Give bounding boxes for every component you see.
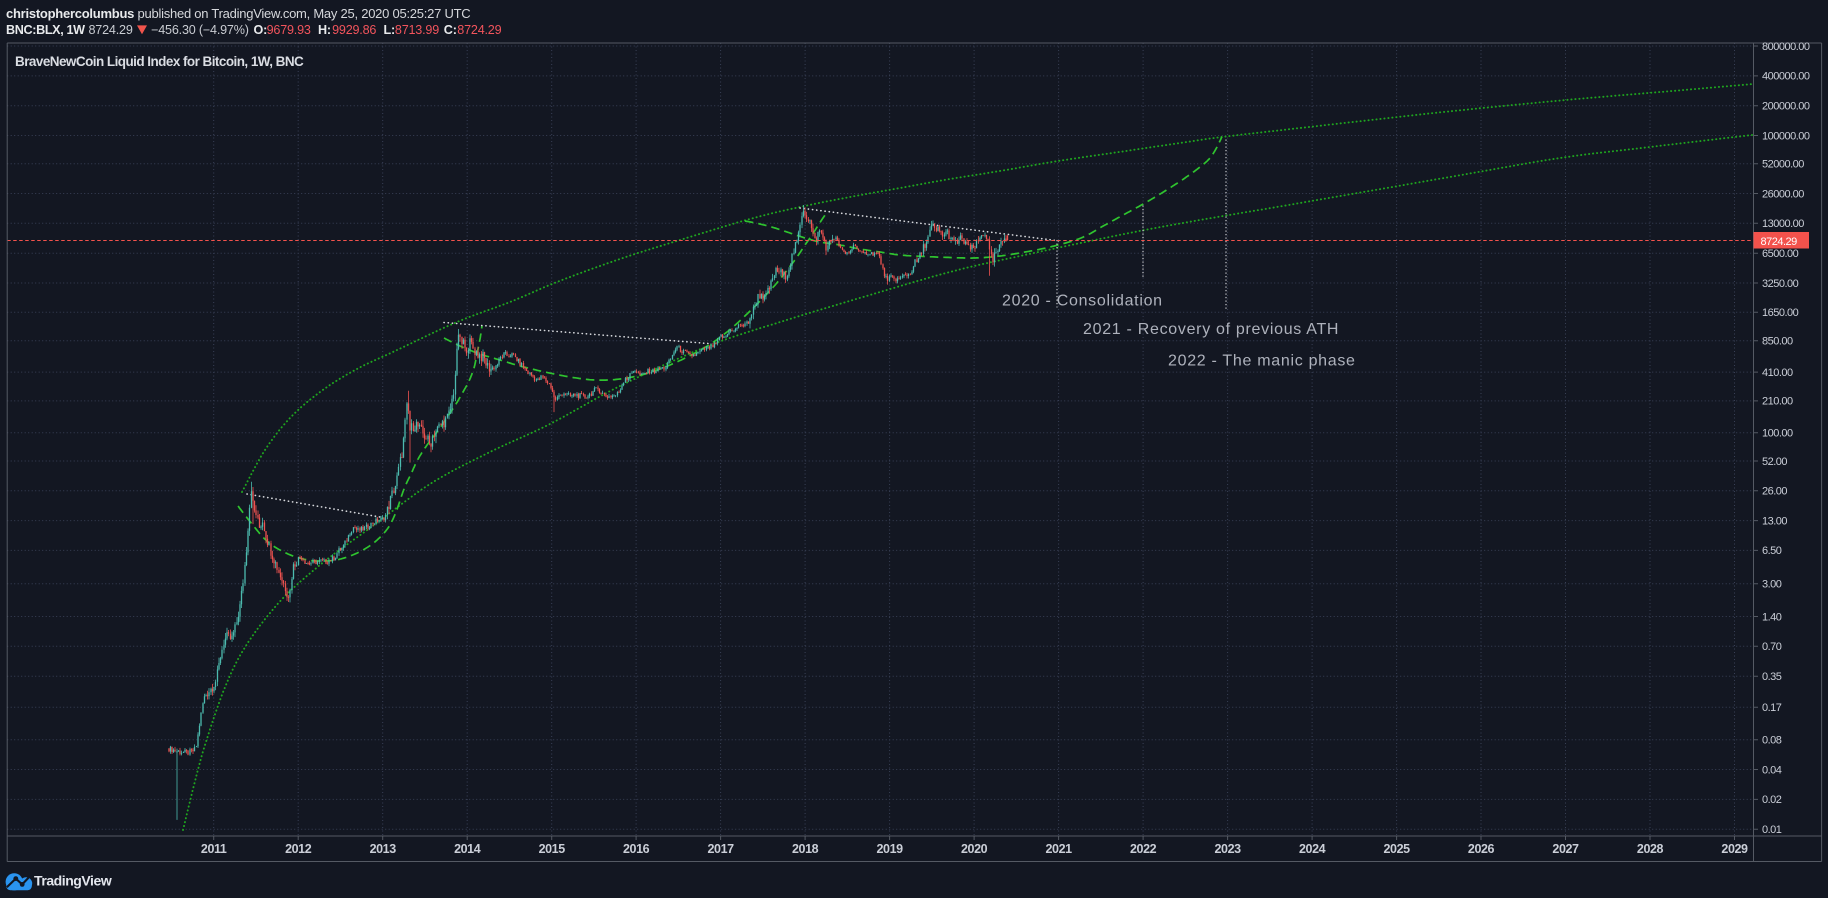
- svg-text:TradingView: TradingView: [34, 873, 112, 889]
- svg-text:2029: 2029: [1721, 842, 1748, 856]
- svg-text:0.17: 0.17: [1762, 702, 1782, 714]
- svg-text:2019: 2019: [876, 842, 903, 856]
- svg-text:800000.00: 800000.00: [1762, 41, 1810, 53]
- svg-text:52000.00: 52000.00: [1762, 159, 1804, 171]
- svg-text:2028: 2028: [1637, 842, 1664, 856]
- svg-text:−456.30 (−4.97%): −456.30 (−4.97%): [151, 23, 249, 37]
- svg-text:2024: 2024: [1299, 842, 1326, 856]
- svg-text:200000.00: 200000.00: [1762, 101, 1810, 113]
- svg-text:2021: 2021: [1045, 842, 1072, 856]
- svg-text:0.35: 0.35: [1762, 671, 1782, 683]
- svg-text:2011: 2011: [201, 842, 227, 856]
- svg-text:H:: H:: [318, 23, 331, 37]
- svg-text:52.00: 52.00: [1762, 456, 1787, 468]
- svg-text:2023: 2023: [1214, 842, 1241, 856]
- svg-text:210.00: 210.00: [1762, 396, 1793, 408]
- svg-text:9929.86: 9929.86: [332, 23, 376, 37]
- svg-text:2020 - Consolidation: 2020 - Consolidation: [1002, 293, 1163, 310]
- svg-text:0.08: 0.08: [1762, 735, 1782, 747]
- svg-text:0.01: 0.01: [1762, 824, 1782, 836]
- svg-text:2022 - The manic phase: 2022 - The manic phase: [1168, 353, 1356, 370]
- svg-text:400000.00: 400000.00: [1762, 71, 1810, 83]
- svg-text:2015: 2015: [539, 842, 566, 856]
- svg-text:2025: 2025: [1383, 842, 1410, 856]
- svg-text:BraveNewCoin Liquid Index for: BraveNewCoin Liquid Index for Bitcoin, 1…: [15, 54, 304, 69]
- svg-text:2016: 2016: [623, 842, 650, 856]
- svg-text:8713.99: 8713.99: [395, 23, 439, 37]
- svg-text:26000.00: 26000.00: [1762, 188, 1804, 200]
- svg-text:410.00: 410.00: [1762, 367, 1793, 379]
- svg-text:C:: C:: [444, 23, 457, 37]
- svg-text:8724.29: 8724.29: [89, 23, 133, 37]
- svg-text:1650.00: 1650.00: [1762, 307, 1799, 319]
- svg-text:2013: 2013: [370, 842, 397, 856]
- svg-text:0.04: 0.04: [1762, 764, 1782, 776]
- svg-text:2021 - Recovery of previous AT: 2021 - Recovery of previous ATH: [1083, 321, 1339, 338]
- svg-text:0.02: 0.02: [1762, 794, 1782, 806]
- svg-text:6500.00: 6500.00: [1762, 248, 1799, 260]
- svg-text:2017: 2017: [707, 842, 734, 856]
- svg-text:0.70: 0.70: [1762, 641, 1782, 653]
- svg-text:L:: L:: [384, 23, 396, 37]
- svg-text:1.40: 1.40: [1762, 611, 1782, 623]
- svg-text:13.00: 13.00: [1762, 515, 1787, 527]
- svg-text:8724.29: 8724.29: [457, 23, 501, 37]
- svg-text:2026: 2026: [1468, 842, 1495, 856]
- svg-text:BNC:BLX, 1W: BNC:BLX, 1W: [6, 23, 85, 37]
- svg-text:2022: 2022: [1130, 842, 1157, 856]
- svg-text:christophercolumbus published: christophercolumbus published on Trading…: [6, 6, 470, 21]
- svg-text:O:: O:: [254, 23, 268, 37]
- svg-text:2014: 2014: [454, 842, 481, 856]
- svg-text:2012: 2012: [285, 842, 312, 856]
- svg-text:6.50: 6.50: [1762, 545, 1782, 557]
- svg-text:100.00: 100.00: [1762, 428, 1793, 440]
- svg-text:3.00: 3.00: [1762, 579, 1782, 591]
- svg-text:2020: 2020: [961, 842, 988, 856]
- svg-text:9679.93: 9679.93: [267, 23, 311, 37]
- svg-text:100000.00: 100000.00: [1762, 130, 1810, 142]
- svg-text:2027: 2027: [1552, 842, 1579, 856]
- svg-text:8724.29: 8724.29: [1761, 236, 1798, 248]
- svg-text:3250.00: 3250.00: [1762, 278, 1799, 290]
- svg-text:850.00: 850.00: [1762, 336, 1793, 348]
- svg-text:2018: 2018: [792, 842, 819, 856]
- svg-text:13000.00: 13000.00: [1762, 218, 1804, 230]
- svg-text:26.00: 26.00: [1762, 486, 1787, 498]
